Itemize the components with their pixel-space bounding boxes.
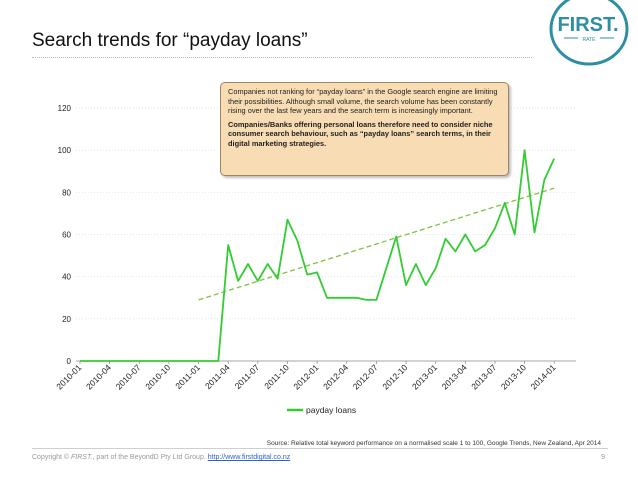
logo-brand-text: FIRST. bbox=[557, 14, 618, 36]
insight-callout: Companies not ranking for “payday loans”… bbox=[220, 82, 509, 176]
y-tick-label-100: 100 bbox=[58, 146, 72, 155]
x-tick-label-2014-01: 2014-01 bbox=[529, 362, 558, 391]
logo-ring bbox=[549, 0, 629, 66]
copyright-text: Copyright © FIRST., part of the BeyondD … bbox=[32, 454, 290, 461]
x-tick-label-2010-01: 2010-01 bbox=[54, 362, 83, 391]
y-tick-label-40: 40 bbox=[62, 273, 71, 282]
chart-legend: payday loans bbox=[287, 405, 356, 415]
website-link[interactable]: http://www.firstdigital.co.nz bbox=[207, 454, 291, 461]
title-divider bbox=[32, 57, 532, 58]
callout-text: Companies not ranking for “payday loans”… bbox=[228, 87, 498, 116]
copyright-suffix: , part of the BeyondD Pty Ltd Group. bbox=[92, 454, 208, 461]
x-tick-label-2012-01: 2012-01 bbox=[291, 362, 320, 391]
x-tick-label-2013-07: 2013-07 bbox=[469, 362, 498, 391]
x-tick-label-2013-01: 2013-01 bbox=[410, 362, 439, 391]
y-tick-label-0: 0 bbox=[67, 357, 72, 366]
page-number: 9 bbox=[601, 454, 605, 461]
x-tick-label-2011-04: 2011-04 bbox=[203, 362, 232, 391]
source-note: Source: Relative total keyword performan… bbox=[266, 440, 601, 447]
x-tick-label-2011-01: 2011-01 bbox=[173, 362, 202, 391]
callout-bold-text: Companies/Banks offering personal loans … bbox=[228, 119, 493, 148]
x-tick-label-2012-07: 2012-07 bbox=[351, 362, 380, 391]
x-axis-ticks: 2010-01 2010-04 2010-07 2010-10 2011-01 2011-… bbox=[54, 361, 558, 391]
footer-divider bbox=[32, 448, 608, 449]
y-tick-label-60: 60 bbox=[62, 231, 71, 240]
x-tick-label-2011-07: 2011-07 bbox=[233, 362, 262, 391]
copyright-prefix: Copyright © bbox=[32, 454, 72, 461]
copyright-brand: FIRST. bbox=[71, 454, 93, 461]
y-tick-label-80: 80 bbox=[62, 188, 71, 197]
x-tick-label-2012-04: 2012-04 bbox=[321, 362, 350, 391]
x-tick-label-2010-10: 2010-10 bbox=[143, 362, 172, 391]
x-tick-label-2012-10: 2012-10 bbox=[380, 362, 409, 391]
x-tick-label-2013-10: 2013-10 bbox=[499, 362, 528, 391]
y-axis-ticks: 0 20 40 60 80 100 120 bbox=[58, 104, 72, 366]
y-tick-label-20: 20 bbox=[62, 315, 71, 324]
series-layer bbox=[80, 149, 556, 362]
series-line-payday-loans bbox=[80, 149, 556, 362]
x-tick-label-2010-07: 2010-07 bbox=[114, 362, 143, 391]
x-tick-label-2011-10: 2011-10 bbox=[262, 362, 291, 391]
x-tick-label-2013-04: 2013-04 bbox=[440, 362, 469, 391]
x-tick-label-2010-04: 2010-04 bbox=[84, 362, 113, 391]
trend-line bbox=[198, 187, 555, 301]
legend-label: payday loans bbox=[306, 405, 356, 415]
slide-title: Search trends for “payday loans” bbox=[32, 30, 308, 51]
y-tick-label-120: 120 bbox=[58, 104, 72, 113]
first-rate-logo: FIRST. RATE bbox=[549, 0, 629, 66]
logo-sub-text: RATE bbox=[583, 37, 597, 43]
